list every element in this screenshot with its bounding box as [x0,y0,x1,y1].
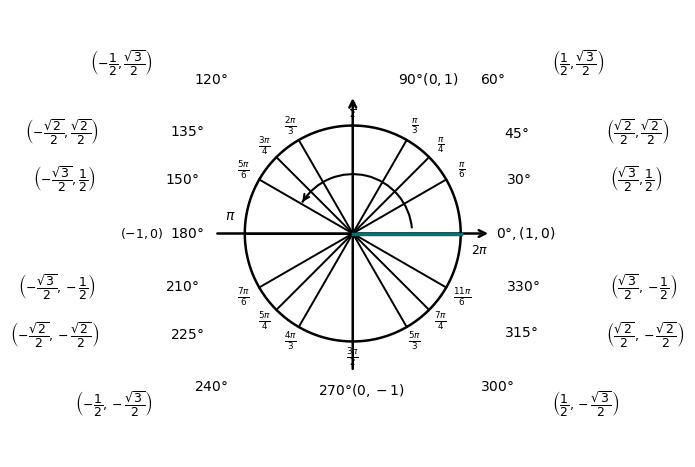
Text: $270° (0, -1)$: $270° (0, -1)$ [318,382,404,399]
Text: $300°$: $300°$ [480,380,514,394]
Text: $\left(\dfrac{1}{2},-\dfrac{\sqrt{3}}{2}\right)$: $\left(\dfrac{1}{2},-\dfrac{\sqrt{3}}{2}… [553,389,620,419]
Text: $\left(\dfrac{\sqrt{3}}{2},\dfrac{1}{2}\right)$: $\left(\dfrac{\sqrt{3}}{2},\dfrac{1}{2}\… [610,165,662,194]
Text: $\pi$: $\pi$ [225,209,236,223]
Text: $\left(\dfrac{\sqrt{3}}{2},-\dfrac{1}{2}\right)$: $\left(\dfrac{\sqrt{3}}{2},-\dfrac{1}{2}… [610,273,677,302]
Text: $\left(-\dfrac{\sqrt{2}}{2},-\dfrac{\sqrt{2}}{2}\right)$: $\left(-\dfrac{\sqrt{2}}{2},-\dfrac{\sqr… [10,320,99,350]
Text: $330°$: $330°$ [506,281,540,295]
Text: $\left(-\dfrac{1}{2},-\dfrac{\sqrt{3}}{2}\right)$: $\left(-\dfrac{1}{2},-\dfrac{\sqrt{3}}{2… [75,389,153,419]
Text: $210°$: $210°$ [165,281,199,295]
Text: $0°, (1, 0)$: $0°, (1, 0)$ [496,225,555,242]
Text: $\frac{\pi}{3}$: $\frac{\pi}{3}$ [411,116,418,135]
Text: $\frac{\pi}{6}$: $\frac{\pi}{6}$ [458,161,466,180]
Text: $\frac{\pi}{2}$: $\frac{\pi}{2}$ [349,101,357,120]
Text: $(-1, 0)$: $(-1, 0)$ [120,226,164,241]
Text: $240°$: $240°$ [195,380,229,394]
Text: $\left(-\dfrac{1}{2},\dfrac{\sqrt{3}}{2}\right)$: $\left(-\dfrac{1}{2},\dfrac{\sqrt{3}}{2}… [90,48,153,78]
Text: $\frac{7\pi}{4}$: $\frac{7\pi}{4}$ [434,311,447,332]
Text: $315°$: $315°$ [504,326,538,340]
Text: $180°$: $180°$ [170,226,204,241]
Text: $\left(\dfrac{1}{2},\dfrac{\sqrt{3}}{2}\right)$: $\left(\dfrac{1}{2},\dfrac{\sqrt{3}}{2}\… [553,48,605,78]
Text: $\frac{3\pi}{4}$: $\frac{3\pi}{4}$ [259,135,272,156]
Text: $90° (0, 1)$: $90° (0, 1)$ [398,71,459,88]
Text: $225°$: $225°$ [170,328,204,342]
Text: $\frac{5\pi}{4}$: $\frac{5\pi}{4}$ [259,311,272,332]
Text: $\frac{4\pi}{3}$: $\frac{4\pi}{3}$ [284,330,297,352]
Text: $\left(\dfrac{\sqrt{2}}{2},\dfrac{\sqrt{2}}{2}\right)$: $\left(\dfrac{\sqrt{2}}{2},\dfrac{\sqrt{… [607,117,670,147]
Text: $\frac{5\pi}{3}$: $\frac{5\pi}{3}$ [409,330,421,352]
Text: $30°$: $30°$ [506,172,531,186]
Text: $60°$: $60°$ [480,73,505,87]
Text: $\frac{7\pi}{6}$: $\frac{7\pi}{6}$ [237,286,250,308]
Text: $\left(-\dfrac{\sqrt{2}}{2},\dfrac{\sqrt{2}}{2}\right)$: $\left(-\dfrac{\sqrt{2}}{2},\dfrac{\sqrt… [25,117,99,147]
Text: $\left(-\dfrac{\sqrt{3}}{2},\dfrac{1}{2}\right)$: $\left(-\dfrac{\sqrt{3}}{2},\dfrac{1}{2}… [33,165,96,194]
Text: $135°$: $135°$ [170,125,204,139]
Text: $\frac{2\pi}{3}$: $\frac{2\pi}{3}$ [284,115,297,137]
Text: $\frac{5\pi}{6}$: $\frac{5\pi}{6}$ [237,159,250,181]
Text: $\frac{3\pi}{2}$: $\frac{3\pi}{2}$ [346,346,359,368]
Text: $2\pi$: $2\pi$ [471,244,489,257]
Text: $120°$: $120°$ [195,73,229,87]
Text: $150°$: $150°$ [165,172,199,186]
Text: $\left(-\dfrac{\sqrt{3}}{2},-\dfrac{1}{2}\right)$: $\left(-\dfrac{\sqrt{3}}{2},-\dfrac{1}{2… [18,273,96,302]
Text: $\frac{11\pi}{6}$: $\frac{11\pi}{6}$ [453,286,471,308]
Text: $\left(\dfrac{\sqrt{2}}{2},-\dfrac{\sqrt{2}}{2}\right)$: $\left(\dfrac{\sqrt{2}}{2},-\dfrac{\sqrt… [607,320,685,350]
Text: $45°$: $45°$ [504,127,529,141]
Text: $\frac{\pi}{4}$: $\frac{\pi}{4}$ [436,136,444,156]
